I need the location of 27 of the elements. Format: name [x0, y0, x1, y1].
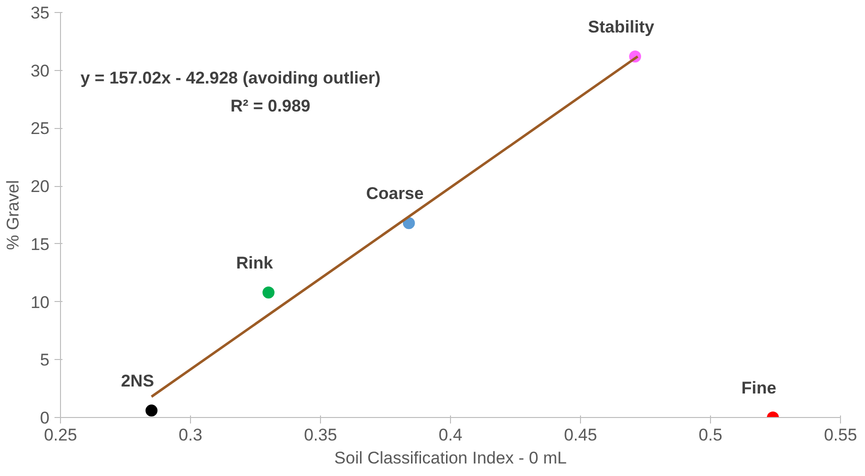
y-tick-label: 15: [30, 234, 50, 254]
y-axis-title: % Gravel: [4, 180, 23, 250]
x-tick-label: 0.25: [44, 426, 78, 444]
x-tick-label: 0.35: [304, 426, 338, 444]
y-tick-label: 5: [40, 350, 50, 370]
y-tick-label: 25: [30, 119, 50, 138]
annotation: y = 157.02x - 42.928 (avoiding outlier): [80, 68, 380, 88]
x-tick-label: 0.55: [824, 426, 858, 444]
point: [402, 217, 415, 230]
y-tick-label: 30: [30, 61, 50, 80]
annotation: Fine: [741, 378, 776, 398]
x-axis-title: Soil Classification Index - 0 mL: [334, 448, 567, 468]
annotation: R² = 0.989: [230, 96, 310, 116]
x-tick-label: 0.3: [178, 426, 202, 444]
point: [262, 286, 274, 299]
y-tick-label: 0: [40, 408, 50, 428]
annotation: Stability: [588, 17, 655, 36]
x-tick-label: 0.45: [564, 426, 598, 444]
y-tick-label: 20: [30, 177, 50, 196]
y-tick-label: 10: [30, 292, 50, 312]
y-tick-label: 35: [30, 4, 50, 22]
annotation: Rink: [236, 254, 274, 273]
annotation: 2NS: [120, 372, 154, 391]
point: [146, 404, 158, 417]
x-tick-label: 0.4: [438, 426, 462, 444]
x-tick-label: 0.5: [698, 426, 722, 444]
annotation: Coarse: [366, 184, 424, 204]
